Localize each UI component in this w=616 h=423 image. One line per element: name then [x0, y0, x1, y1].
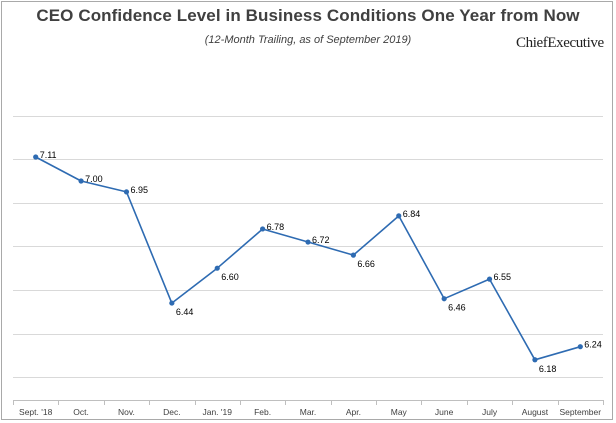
data-label: 6.78: [267, 222, 285, 232]
data-label: 6.18: [539, 364, 557, 374]
data-point: [441, 296, 447, 302]
data-labels: 7.11 7.00 6.95 6.44 6.60 6.78 6.72 6.66 6.84 6.46…: [40, 150, 602, 374]
data-point: [305, 239, 311, 245]
data-point: [123, 189, 130, 195]
data-label: 6.66: [357, 259, 375, 269]
data-label: 6.44: [176, 307, 194, 317]
data-point: [486, 276, 493, 282]
data-point: [214, 265, 220, 271]
data-label: 6.95: [130, 185, 148, 195]
data-point: [577, 344, 583, 350]
brand-logo: ChiefExecutive: [516, 35, 604, 51]
series-line-group: [35, 156, 581, 361]
x-axis: [13, 400, 604, 405]
data-label: 6.24: [584, 340, 602, 350]
x-tick-label: Dec.: [163, 407, 180, 417]
data-points: [33, 154, 583, 363]
x-tick-label: Nov.: [118, 407, 135, 417]
data-point: [78, 178, 84, 184]
data-point: [33, 154, 39, 160]
data-point: [169, 300, 175, 306]
data-point: [260, 226, 266, 232]
data-label: 7.00: [85, 174, 103, 184]
x-tick-label: Apr.: [346, 407, 361, 417]
data-point: [396, 213, 402, 219]
grid-lines: [13, 116, 603, 378]
x-tick-label: Sept. '18: [19, 407, 53, 417]
x-tick-label: July: [482, 407, 498, 417]
data-label: 6.46: [448, 303, 466, 313]
x-tick-label: Jan. '19: [202, 407, 232, 417]
data-label: 6.60: [221, 272, 239, 282]
data-label: 6.84: [403, 209, 421, 219]
x-tick-label: August: [522, 407, 549, 417]
data-label: 6.72: [312, 235, 330, 245]
x-tick-label: May: [391, 407, 408, 417]
chart-subtitle: (12-Month Trailing, as of September 2019…: [204, 34, 412, 46]
x-tick-labels: Sept. '18 Oct. Nov. Dec. Jan. '19 Feb. Mar. Apr…: [19, 407, 601, 417]
x-tick-label: Mar.: [300, 407, 317, 417]
x-tick-label: September: [560, 407, 602, 417]
series-line: [35, 156, 581, 361]
data-label: 6.55: [494, 272, 512, 282]
x-tick-label: Feb.: [254, 407, 271, 417]
chart-title: CEO Confidence Level in Business Conditi…: [36, 6, 580, 25]
data-point: [350, 252, 356, 258]
x-tick-label: Oct.: [73, 407, 89, 417]
data-label: 7.11: [40, 150, 57, 160]
data-point: [532, 357, 538, 363]
x-tick-label: June: [435, 407, 454, 417]
